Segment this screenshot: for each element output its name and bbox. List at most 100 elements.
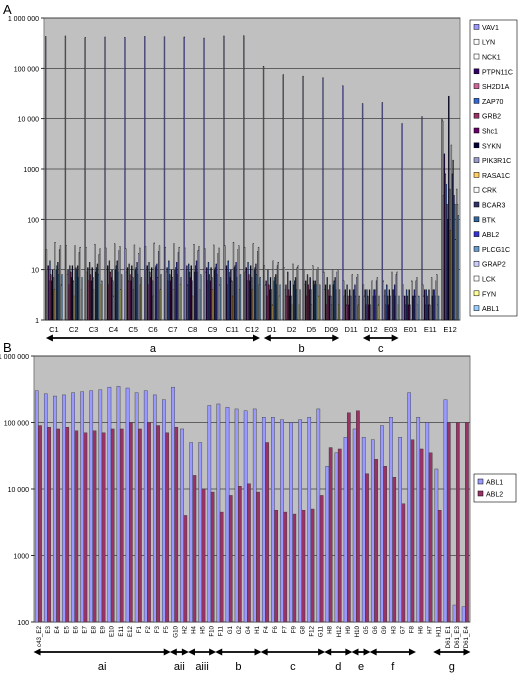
bar-LCK (257, 246, 260, 321)
x-tick-label: G7 (399, 625, 406, 634)
bar-VAV1 (262, 66, 265, 321)
x-tick-label: E9 (100, 625, 107, 633)
x-tick-label: C4 (109, 325, 119, 334)
x-tick-label: C3 (89, 325, 99, 334)
bar-ABL1 (418, 295, 420, 321)
bar-LCK (396, 271, 398, 321)
bar-ABL1 (398, 437, 402, 623)
x-tick-label: H7 (427, 625, 434, 633)
y-tick-label: 100 (27, 217, 39, 224)
group-arrow-b (215, 648, 262, 656)
legend-swatch (473, 24, 480, 30)
bar-LCK (337, 269, 339, 321)
bar-VAV1 (64, 35, 67, 321)
bar-ABL1 (198, 442, 203, 623)
bar-ABL1 (338, 289, 341, 321)
bar-LCK (356, 274, 359, 321)
group-label: b (235, 661, 241, 673)
bar-ABL2 (47, 426, 51, 623)
bar-LCK (317, 267, 319, 321)
legend-entry: ABL1 (486, 480, 503, 487)
bar-ABL2 (465, 422, 469, 623)
legend-swatch (473, 68, 480, 75)
bar-ABL2 (237, 486, 242, 623)
bar-ABL1 (378, 295, 380, 321)
legend-swatch (473, 83, 480, 89)
legend-swatch (477, 490, 484, 497)
bar-ABL1 (252, 408, 257, 623)
x-tick-label: E03 (384, 325, 397, 334)
x-tick-label: E4 (54, 625, 61, 633)
bar-ABL1 (116, 386, 121, 623)
bar-ABL2 (38, 425, 42, 623)
legend-entry: FYN (482, 291, 496, 298)
x-tick-label: E10 (109, 625, 116, 637)
legend-box (473, 473, 517, 503)
x-tick-label: E5 (63, 625, 70, 633)
bar-LCK (99, 248, 101, 321)
x-tick-label: H10 (354, 625, 361, 637)
bar-ABL1 (289, 422, 293, 623)
bar-VAV1 (361, 103, 364, 321)
bar-ABL1 (234, 408, 239, 623)
bar-ABL1 (243, 410, 248, 623)
bar-PIK3R1C (349, 295, 352, 321)
bar-ABL1 (279, 284, 281, 321)
group-arrow-c (260, 648, 326, 656)
bar-ABL2 (446, 422, 451, 623)
bar-VAV1 (104, 36, 106, 321)
bar-VAV1 (243, 35, 245, 321)
bar-ABL1 (407, 392, 411, 623)
bar-ABL2 (165, 432, 169, 623)
bar-PTPN11C (324, 284, 327, 321)
legend-entry: GRAP2 (482, 262, 506, 269)
x-tick-label: D5 (307, 325, 317, 334)
x-tick-label: D2 (287, 325, 297, 334)
group-label: aii (174, 661, 185, 673)
x-tick-label: F10 (209, 625, 216, 636)
bar-ABL2 (228, 495, 233, 623)
bar-ABL2 (301, 509, 306, 623)
x-tick-label: G1 (227, 625, 234, 634)
x-tick-label: D61_E4 (463, 625, 470, 648)
bar-VAV1 (302, 75, 304, 321)
legend-swatch (473, 157, 480, 163)
legend-entry: ZAP70 (482, 99, 504, 106)
legend-entry: LYN (482, 40, 495, 47)
bar-ABL2 (374, 459, 378, 623)
legend-swatch (473, 305, 480, 311)
bar-LCK (198, 246, 200, 321)
bar-ABL1 (120, 274, 123, 321)
bar-ABL1 (316, 408, 321, 623)
y-tick-label: 1 (35, 318, 39, 325)
bar-ABL2 (365, 473, 369, 623)
bar-ABL2 (383, 466, 387, 623)
legend-entry: BCAR3 (482, 203, 505, 210)
legend-entry: PLCG1C (482, 247, 510, 254)
bar-ABL2 (119, 428, 124, 623)
bar-ABL1 (140, 277, 143, 321)
bar-ABL2 (319, 495, 324, 623)
bar-ABL1 (34, 390, 39, 623)
bar-ABL1 (380, 425, 384, 623)
legend-swatch (473, 127, 480, 134)
x-tick-label: C12 (245, 325, 259, 334)
group-arrow-a (45, 334, 260, 342)
bar-LCK (376, 277, 379, 321)
bar-LCK (59, 245, 62, 321)
bar-ABL1 (325, 466, 330, 623)
y-tick-label: 10 000 (18, 117, 40, 124)
bar-ABL1 (216, 403, 221, 623)
bar-ABL2 (74, 430, 79, 623)
bar-ABL1 (189, 442, 193, 623)
bar-VAV1 (322, 77, 324, 321)
legend-swatch (473, 216, 480, 223)
bar-ABL2 (346, 412, 351, 623)
x-tick-label: E6 (72, 625, 79, 633)
bar-VAV1 (124, 37, 126, 321)
bar-LCK (277, 262, 279, 321)
bar-ABL1 (457, 215, 460, 321)
panel-a-label: A (3, 2, 12, 17)
legend-entry: RASA1C (482, 173, 510, 180)
x-tick-label: E3 (45, 625, 52, 633)
